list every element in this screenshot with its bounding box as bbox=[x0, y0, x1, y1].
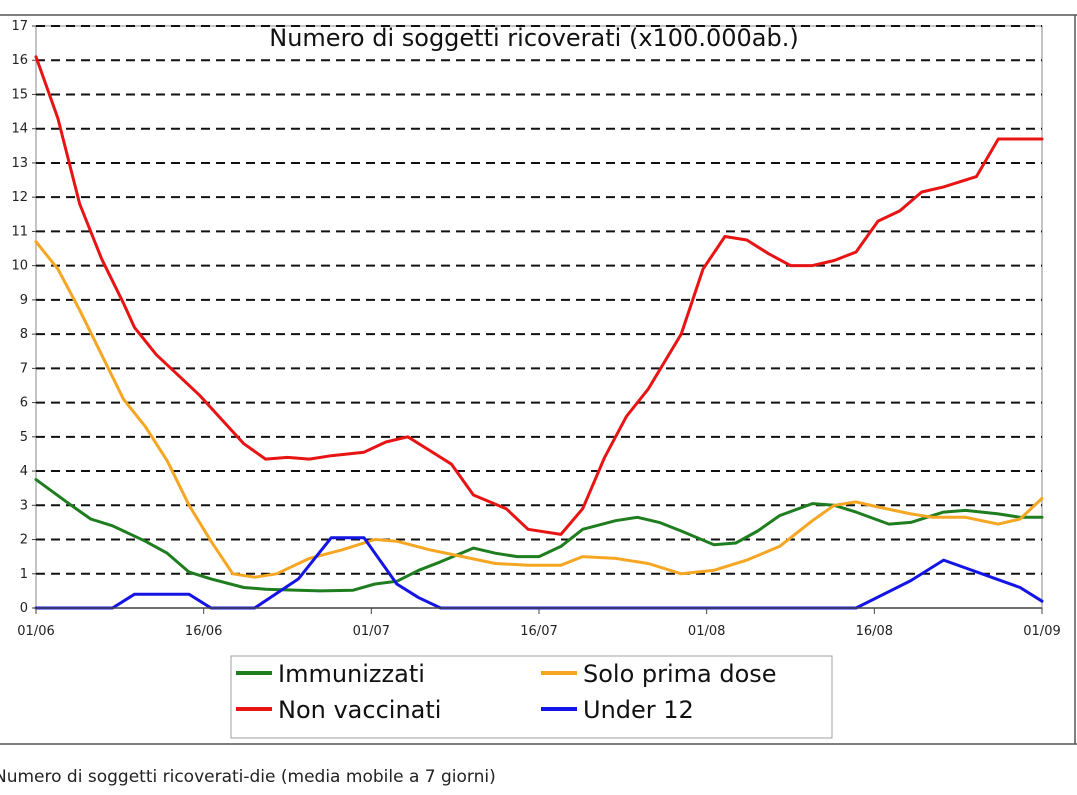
x-tick-label: 01/08 bbox=[688, 624, 725, 639]
x-axis-ticks: 01/06 16/06 01/07 16/07 01/08 16/08 01/09 bbox=[17, 608, 1061, 639]
x-tick-label: 01/06 bbox=[17, 624, 54, 639]
series-line-non-vaccinati bbox=[34, 55, 1044, 536]
y-tick-label: 17 bbox=[11, 19, 28, 34]
x-tick-label: 01/09 bbox=[1023, 624, 1060, 639]
y-tick-label: 9 bbox=[20, 293, 28, 308]
y-tick-label: 1 bbox=[20, 567, 28, 582]
series-line-under-12 bbox=[34, 536, 1044, 610]
y-tick-label: 12 bbox=[11, 190, 28, 205]
y-tick-label: 3 bbox=[20, 498, 28, 513]
x-tick-label: 16/07 bbox=[520, 624, 557, 639]
y-tick-label: 2 bbox=[20, 533, 28, 548]
y-tick-label: 10 bbox=[11, 259, 28, 274]
y-tick-label: 15 bbox=[11, 87, 28, 102]
series-line-solo-prima-dose bbox=[34, 240, 1044, 579]
legend-label: Immunizzati bbox=[278, 660, 425, 688]
plot-area bbox=[34, 25, 1044, 610]
y-tick-label: 5 bbox=[20, 430, 28, 445]
legend-label: Under 12 bbox=[583, 696, 694, 724]
x-tick-label: 01/07 bbox=[353, 624, 390, 639]
x-tick-label: 16/06 bbox=[185, 624, 222, 639]
legend-box bbox=[230, 655, 833, 739]
chart-title: Numero di soggetti ricoverati (x100.000a… bbox=[269, 24, 798, 52]
figure-caption: Numero di soggetti ricoverati-die (media… bbox=[0, 767, 496, 787]
y-tick-label: 4 bbox=[20, 464, 28, 479]
y-tick-label: 7 bbox=[20, 361, 28, 376]
x-tick-label: 16/08 bbox=[856, 624, 893, 639]
plot-border bbox=[35, 25, 1043, 609]
legend-label: Non vaccinati bbox=[278, 696, 441, 724]
legend-label: Solo prima dose bbox=[583, 660, 777, 688]
y-tick-label: 13 bbox=[11, 156, 28, 171]
y-tick-label: 11 bbox=[11, 224, 28, 239]
legend: Immunizzati Solo prima dose Non vaccinati U… bbox=[230, 655, 833, 739]
y-tick-label: 8 bbox=[20, 327, 28, 342]
y-tick-label: 14 bbox=[11, 122, 28, 137]
series-layer bbox=[34, 55, 1044, 610]
y-tick-label: 16 bbox=[11, 53, 28, 68]
series-line-immunizzati bbox=[34, 478, 1044, 593]
gridlines bbox=[36, 25, 1042, 575]
y-tick-label: 0 bbox=[20, 601, 28, 616]
y-tick-label: 6 bbox=[20, 396, 28, 411]
